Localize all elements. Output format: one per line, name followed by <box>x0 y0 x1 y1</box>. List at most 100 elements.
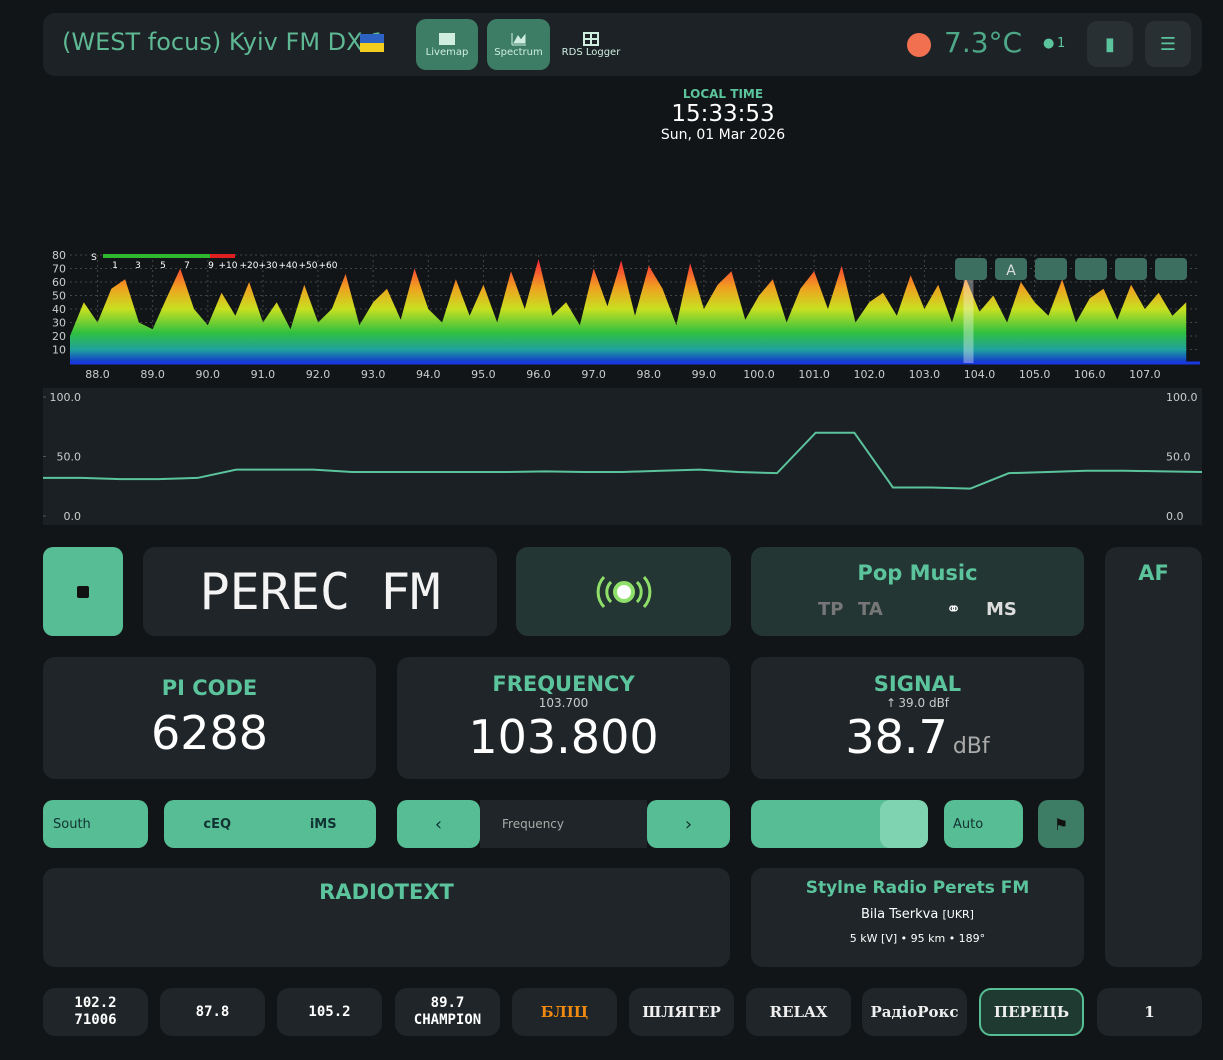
header: (WEST focus) Kyiv FM DX 1 Livemap Spectr… <box>43 13 1202 76</box>
signal-label: SIGNAL <box>873 672 962 696</box>
volume-handle[interactable] <box>880 800 928 848</box>
smeter-label: +30 <box>259 261 278 271</box>
x-tick-label: 101.0 <box>798 368 830 381</box>
signal-chart-bg <box>43 388 1202 525</box>
flag-button[interactable]: ⚑ <box>1038 800 1084 848</box>
spectrum-button[interactable] <box>1075 258 1107 280</box>
y-tick-label: 100.0 <box>50 391 82 404</box>
tune-up[interactable]: › <box>647 800 730 848</box>
pi-label: PI CODE <box>161 676 258 700</box>
button-label: RDS Logger <box>561 47 621 58</box>
icon <box>583 32 599 46</box>
volume-slider[interactable] <box>751 800 928 848</box>
mode: Auto <box>953 816 984 832</box>
preset-ps: 71006 <box>74 1012 117 1028</box>
ps: PEREC FM <box>199 562 441 621</box>
icon <box>439 33 455 45</box>
livemap-button[interactable]: Livemap <box>416 19 478 70</box>
spectrum-button[interactable] <box>995 258 1027 280</box>
y2-tick-label: 0.0 <box>1166 510 1184 523</box>
signal-value: 38.7 <box>845 710 948 764</box>
x-tick-label: 97.0 <box>581 368 606 381</box>
preset-logo: RELAX <box>769 1002 828 1021</box>
spectrum-button[interactable]: Spectrum <box>487 19 550 70</box>
preset-freq: 102.2 <box>74 995 117 1011</box>
station-country: [UKR] <box>942 908 974 921</box>
title[interactable]: (WEST focus) Kyiv FM DX 1 <box>62 28 386 56</box>
preset[interactable]: ПЕРЕЦЬ <box>979 988 1084 1036</box>
signal-line <box>43 431 1203 490</box>
weather-icon <box>907 33 931 57</box>
x-tick-label: 91.0 <box>251 368 276 381</box>
signal-peak-value: 39.0 dBf <box>898 696 950 710</box>
mode-select[interactable]: Auto <box>944 800 1023 848</box>
signal-reading: 38.7 dBf <box>845 710 989 764</box>
spectrum-button[interactable] <box>955 258 987 280</box>
button-label: Livemap <box>425 47 469 58</box>
menu-button[interactable]: ☰ <box>1145 21 1191 67</box>
preset[interactable]: 87.8 <box>160 988 265 1036</box>
spectrum-area <box>70 259 1187 363</box>
spectrum-button[interactable] <box>1155 258 1187 280</box>
x-tick-label: 90.0 <box>196 368 221 381</box>
x-tick-label: 104.0 <box>964 368 996 381</box>
tuned-marker <box>963 259 974 363</box>
pty: Pop Music <box>857 561 978 585</box>
y-tick-label: 70 <box>52 263 66 276</box>
x-tick-label: 106.0 <box>1074 368 1106 381</box>
stop-button[interactable] <box>43 547 123 636</box>
preset[interactable]: РадіоРокс <box>862 988 967 1036</box>
ceq[interactable]: cEQ <box>203 816 232 832</box>
ims[interactable]: iMS <box>309 816 337 832</box>
preset[interactable]: ШЛЯГЕР <box>629 988 734 1036</box>
af-label: AF <box>1138 561 1169 585</box>
radiotext-label: RADIOTEXT <box>319 880 454 904</box>
y-tick-label: 80 <box>52 249 66 262</box>
preset-freq: 87.8 <box>195 1003 230 1020</box>
smeter-label: +20 <box>240 261 259 271</box>
ms-flag: MS <box>986 599 1017 620</box>
spectrum-button[interactable] <box>1035 258 1067 280</box>
pi-panel: PI CODE 6288 <box>43 657 376 779</box>
smeter-label: 3 <box>135 261 141 271</box>
y2-tick-label: 100.0 <box>1166 391 1198 404</box>
preset-freq: 105.2 <box>308 1003 351 1020</box>
smeter-label: 9 <box>208 261 214 271</box>
preset[interactable]: БЛІЦ <box>512 988 617 1036</box>
x-tick-label: 99.0 <box>692 368 717 381</box>
tune-down[interactable]: ‹ <box>397 800 480 848</box>
frequency-label: FREQUENCY <box>492 672 635 696</box>
previous-frequency: 103.700 <box>538 696 589 710</box>
preset[interactable]: 102.2 71006 <box>43 988 148 1036</box>
smeter-bar <box>210 254 235 258</box>
flag <box>360 34 384 43</box>
signal-panel: SIGNAL ↑ 39.0 dBf 38.7 dBf <box>751 657 1084 779</box>
station-panel: Stylne Radio Perets FM Bila Tserkva [UKR… <box>751 868 1084 967</box>
eq-toggle[interactable]: cEQ iMS <box>164 800 376 848</box>
x-tick-label: 96.0 <box>526 368 551 381</box>
chat-button[interactable]: ▮ <box>1087 21 1133 67</box>
x-tick-label: 95.0 <box>471 368 496 381</box>
preset[interactable]: 105.2 <box>277 988 382 1036</box>
ta-flag: TA <box>858 599 883 620</box>
preset[interactable]: RELAX <box>746 988 851 1036</box>
preset-ps: CHAMPION <box>413 1012 482 1028</box>
frequency-input[interactable]: Frequency <box>480 800 647 848</box>
stereo-icon: ⚭ <box>946 599 962 620</box>
y-tick-label: 0.0 <box>64 510 82 523</box>
clock-label: LOCAL TIME <box>682 87 764 101</box>
preset[interactable]: 1 <box>1097 988 1202 1036</box>
smeter-label: +40 <box>279 261 298 271</box>
rds-indicator <box>516 547 731 636</box>
antenna-select[interactable]: South <box>43 800 148 848</box>
x-tick-label: 93.0 <box>361 368 386 381</box>
preset[interactable]: 89.7 CHAMPION <box>395 988 500 1036</box>
y-tick-label: 30 <box>52 317 66 330</box>
radiotext-panel: RADIOTEXT <box>43 868 730 967</box>
rds-logger-button[interactable]: RDS Logger <box>560 19 622 70</box>
spectrum-button[interactable] <box>1115 258 1147 280</box>
preset-logo: БЛІЦ <box>540 1002 589 1021</box>
rds-icon <box>596 575 651 608</box>
signal-unit: dBf <box>952 734 990 759</box>
clock-time: 15:33:53 <box>671 101 775 127</box>
